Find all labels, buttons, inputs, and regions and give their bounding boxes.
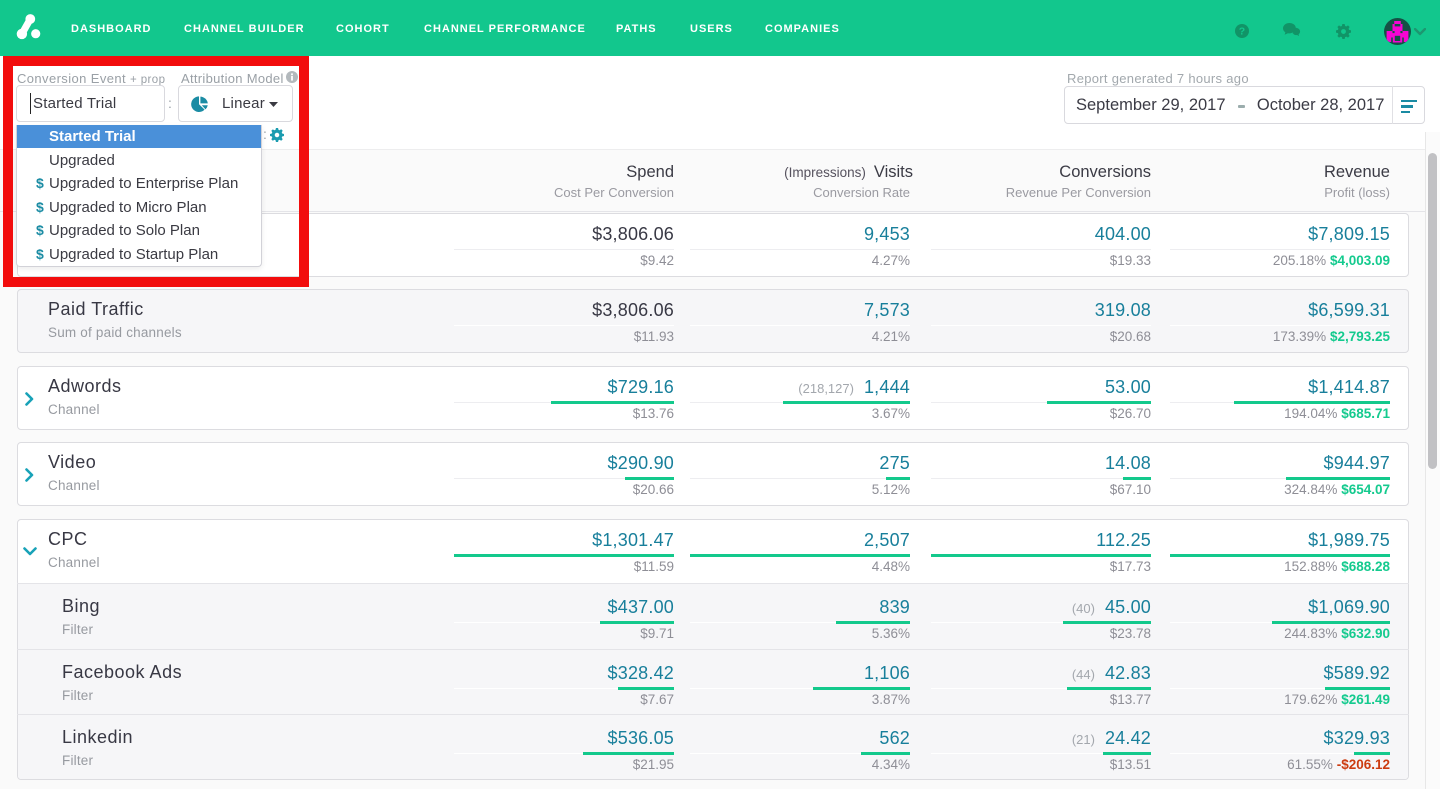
svg-text:?: ? xyxy=(1239,26,1245,38)
